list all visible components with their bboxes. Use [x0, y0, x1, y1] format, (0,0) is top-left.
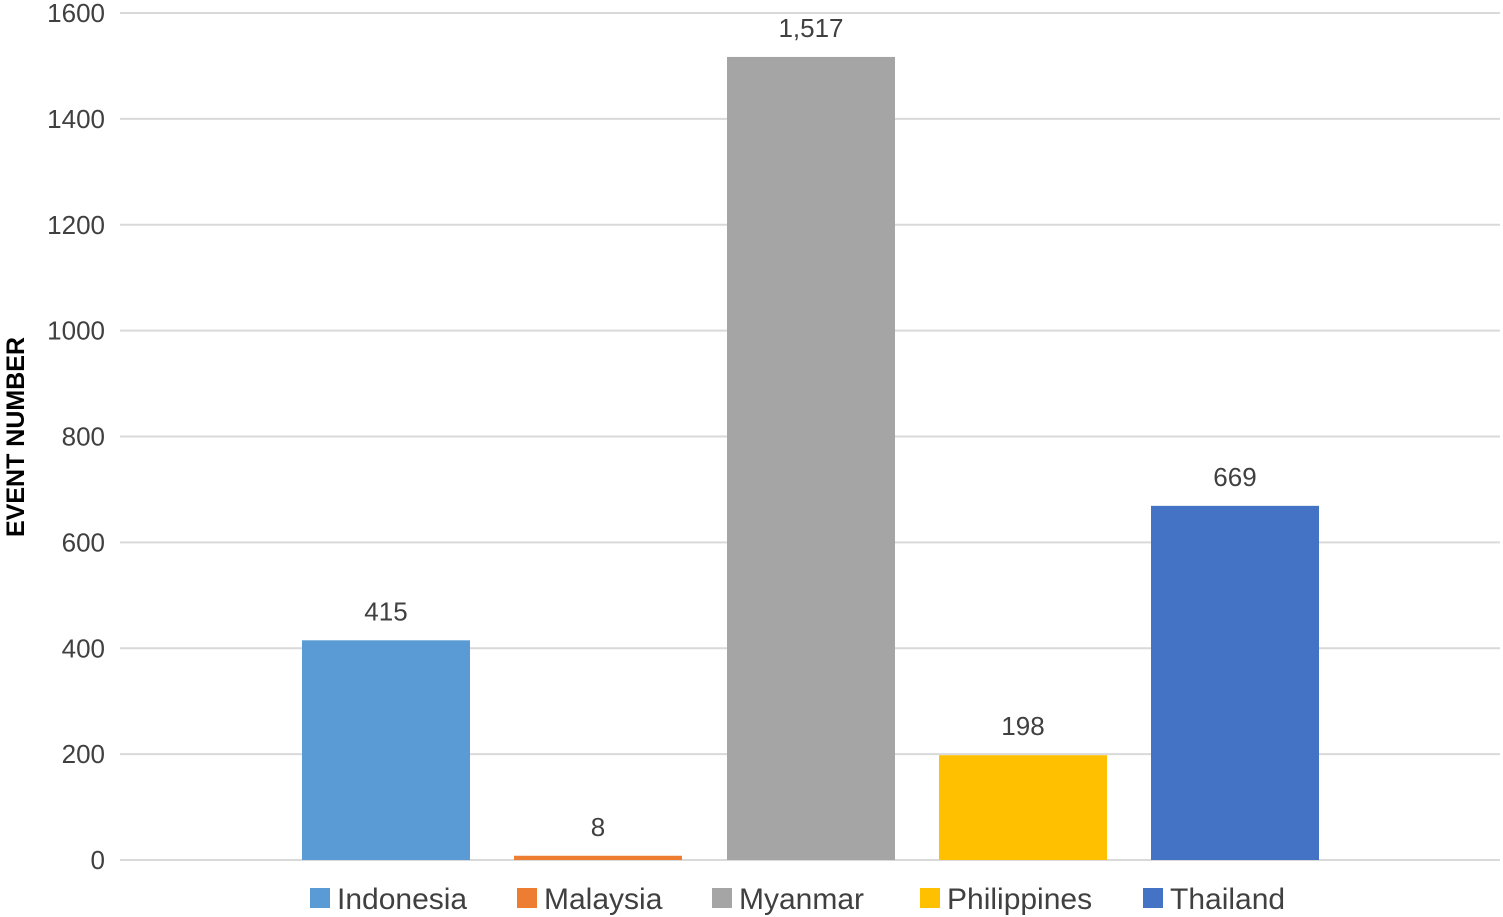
- legend-label-malaysia: Malaysia: [544, 883, 663, 916]
- bar-philippines: [939, 755, 1107, 860]
- y-tick-label: 800: [62, 422, 105, 452]
- bar-malaysia: [514, 855, 682, 860]
- legend-swatch-myanmar: [712, 888, 732, 908]
- data-labels: 415 8 1,517 198 669: [364, 13, 1256, 842]
- data-label-myanmar: 1,517: [778, 13, 843, 43]
- legend-swatch-indonesia: [310, 888, 330, 908]
- bar-myanmar: [727, 56, 895, 861]
- data-label-malaysia: 8: [591, 812, 605, 842]
- legend-label-myanmar: Myanmar: [739, 883, 864, 916]
- legend-swatch-malaysia: [517, 888, 537, 908]
- y-tick-label: 600: [62, 527, 105, 557]
- bar-indonesia: [302, 640, 470, 860]
- legend: Indonesia Malaysia Myanmar Philippines Thail…: [310, 883, 1285, 916]
- y-tick-label: 1400: [47, 104, 105, 134]
- bar-thailand: [1151, 505, 1319, 860]
- y-tick-label: 0: [91, 845, 105, 875]
- legend-label-thailand: Thailand: [1170, 883, 1285, 916]
- y-tick-label: 1200: [47, 210, 105, 240]
- y-axis-title: EVENT NUMBER: [2, 337, 30, 537]
- y-tick-label: 1600: [47, 0, 105, 28]
- legend-label-philippines: Philippines: [947, 883, 1092, 916]
- legend-label-indonesia: Indonesia: [337, 883, 467, 916]
- y-tick-label: 1000: [47, 316, 105, 346]
- bars: [302, 56, 1319, 861]
- y-tick-label: 200: [62, 739, 105, 769]
- y-tick-label: 400: [62, 633, 105, 663]
- y-tick-labels: 0 200 400 600 800 1000 1200 1400 1600: [47, 0, 105, 875]
- data-label-thailand: 669: [1213, 462, 1256, 492]
- legend-swatch-thailand: [1143, 888, 1163, 908]
- data-label-philippines: 198: [1001, 711, 1044, 741]
- data-label-indonesia: 415: [364, 596, 407, 626]
- legend-swatch-philippines: [920, 888, 940, 908]
